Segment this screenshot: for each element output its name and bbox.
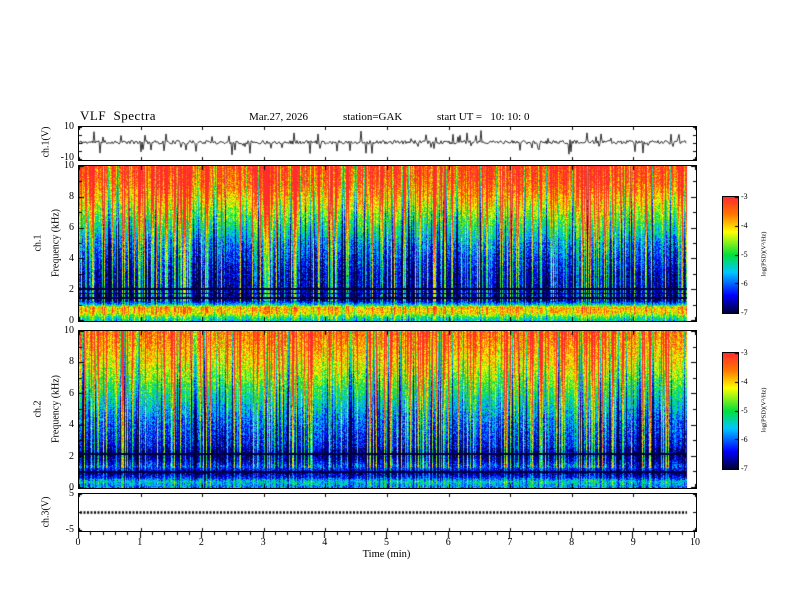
station-label: station=GAK (343, 111, 403, 123)
ch3-wave-ytick-top: 5 (69, 488, 74, 499)
ch1-freq-tick-label: 6 (69, 222, 74, 233)
ch1-waveform-canvas (79, 127, 696, 160)
ch1-spectrogram-panel (78, 165, 697, 322)
x-tick-label: 1 (137, 537, 143, 548)
ch2-spectrogram-panel (78, 330, 697, 489)
ch1-colorbar-label: log(PSD)(V²/Hz) (760, 231, 768, 277)
ch1-colorbar-tick-label: -6 (741, 279, 748, 288)
ch1-spectrogram-canvas (79, 166, 696, 321)
x-axis-title: Time (min) (362, 549, 411, 560)
ch1-frequency-axis-label: Frequency (kHz) (50, 208, 62, 278)
ch2-colorbar (722, 352, 739, 470)
ch2-frequency-axis-label: Frequency (kHz) (50, 374, 62, 444)
ch2-colorbar-tick-label: -7 (741, 464, 748, 473)
ch2-freq-tick-label: 2 (69, 450, 74, 462)
x-tick-label: 8 (569, 537, 575, 548)
ch1-wave-ytick-top: 10 (64, 121, 74, 132)
ch1-colorbar-canvas (723, 197, 738, 313)
start-ut-label: start UT = 10: 10: 0 (437, 111, 530, 123)
date-label: Mar.27, 2026 (249, 111, 308, 123)
ch3-waveform-canvas (79, 494, 696, 531)
ch1-wave-ytick-bottom: -10 (60, 152, 74, 163)
ch2-spectrogram-canvas (79, 331, 696, 488)
ch2-freq-tick-label: 8 (69, 356, 74, 368)
ch2-colorbar-canvas (723, 353, 738, 469)
ch1-freq-tick-label: 0 (69, 315, 74, 326)
ch2-colorbar-tick-label: -6 (741, 435, 748, 444)
ch3-waveform-panel (78, 493, 697, 532)
ch1-freq-tick-label: 8 (69, 191, 74, 202)
ch1-colorbar-tick-label: -3 (741, 192, 748, 201)
ch2-freq-tick-label: 0 (69, 482, 74, 493)
ch1-freq-tick-label: 2 (69, 284, 74, 295)
ch2-freq-tick-label: 4 (69, 419, 74, 431)
ch1-colorbar-tick-label: -7 (741, 308, 748, 317)
x-axis-tick-strip (78, 532, 695, 538)
figure-title: VLF Spectra (80, 108, 157, 123)
x-tick-label: 2 (198, 537, 204, 548)
x-tick-label: 6 (445, 537, 451, 548)
x-tick-label: 0 (75, 537, 81, 548)
ch2-colorbar-tick-label: -5 (741, 406, 748, 415)
ch2-colorbar-tick-label: -4 (741, 377, 748, 386)
ch2-freq-tick-label: 10 (64, 325, 74, 336)
x-tick-label: 7 (507, 537, 513, 548)
x-tick-label: 9 (630, 537, 636, 548)
ch2-colorbar-label: log(PSD)(V²/Hz) (760, 387, 768, 433)
ch3-voltage-axis-label: ch.3(V) (40, 496, 52, 528)
ch3-wave-ytick-bottom: -5 (65, 524, 74, 535)
ch1-colorbar-tick-label: -4 (741, 221, 748, 230)
ch1-colorbar (722, 196, 739, 314)
ch1-waveform-panel (78, 126, 697, 161)
x-tick-label: 5 (384, 537, 389, 548)
x-tick-label: 10 (690, 537, 700, 548)
ch2-channel-label: ch.2 (32, 400, 44, 418)
ch2-freq-tick-label: 6 (69, 387, 74, 399)
ch1-channel-label: ch.1 (32, 234, 44, 252)
ch1-freq-tick-label: 10 (64, 160, 74, 171)
x-tick-label: 4 (322, 537, 328, 548)
ch1-freq-tick-label: 4 (69, 253, 74, 264)
ch1-colorbar-tick-label: -5 (741, 250, 748, 259)
x-tick-label: 3 (260, 537, 266, 548)
ch2-colorbar-tick-label: -3 (741, 348, 748, 357)
